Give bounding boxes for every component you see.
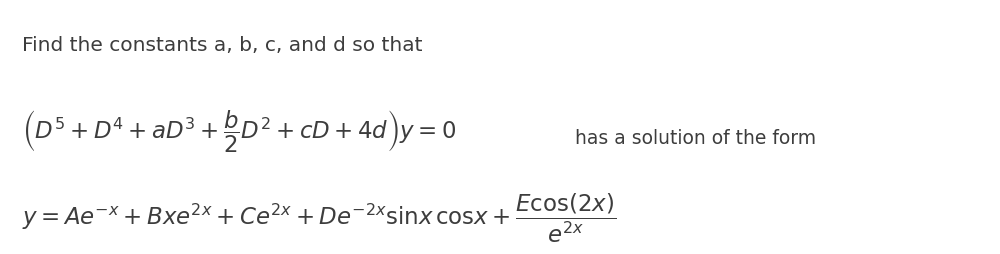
Text: $y=Ae^{-x}+Bxe^{2x}+Ce^{2x}+De^{-2x}\mathrm{sin}x\,\mathrm{cos}x+\dfrac{E\mathrm: $y=Ae^{-x}+Bxe^{2x}+Ce^{2x}+De^{-2x}\mat… — [22, 192, 616, 245]
Text: Find the constants a, b, c, and d so that: Find the constants a, b, c, and d so tha… — [22, 36, 422, 55]
Text: has a solution of the form: has a solution of the form — [575, 129, 816, 148]
Text: $\left(D^5+D^4+aD^3+\dfrac{b}{2}D^2+cD+4d\right)y=0$: $\left(D^5+D^4+aD^3+\dfrac{b}{2}D^2+cD+4… — [22, 109, 456, 155]
